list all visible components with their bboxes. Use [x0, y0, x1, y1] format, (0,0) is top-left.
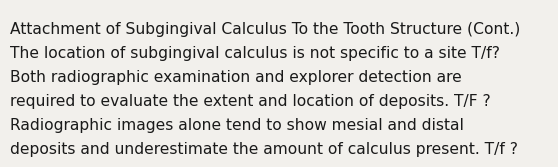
Text: Attachment of Subgingival Calculus To the Tooth Structure (Cont.): Attachment of Subgingival Calculus To th… [10, 22, 520, 37]
Text: deposits and underestimate the amount of calculus present. T/f ?: deposits and underestimate the amount of… [10, 142, 518, 157]
Text: Both radiographic examination and explorer detection are: Both radiographic examination and explor… [10, 70, 462, 85]
Text: required to evaluate the extent and location of deposits. T/F ?: required to evaluate the extent and loca… [10, 94, 490, 109]
Text: Radiographic images alone tend to show mesial and distal: Radiographic images alone tend to show m… [10, 118, 464, 133]
Text: The location of subgingival calculus is not specific to a site T/f?: The location of subgingival calculus is … [10, 46, 500, 61]
